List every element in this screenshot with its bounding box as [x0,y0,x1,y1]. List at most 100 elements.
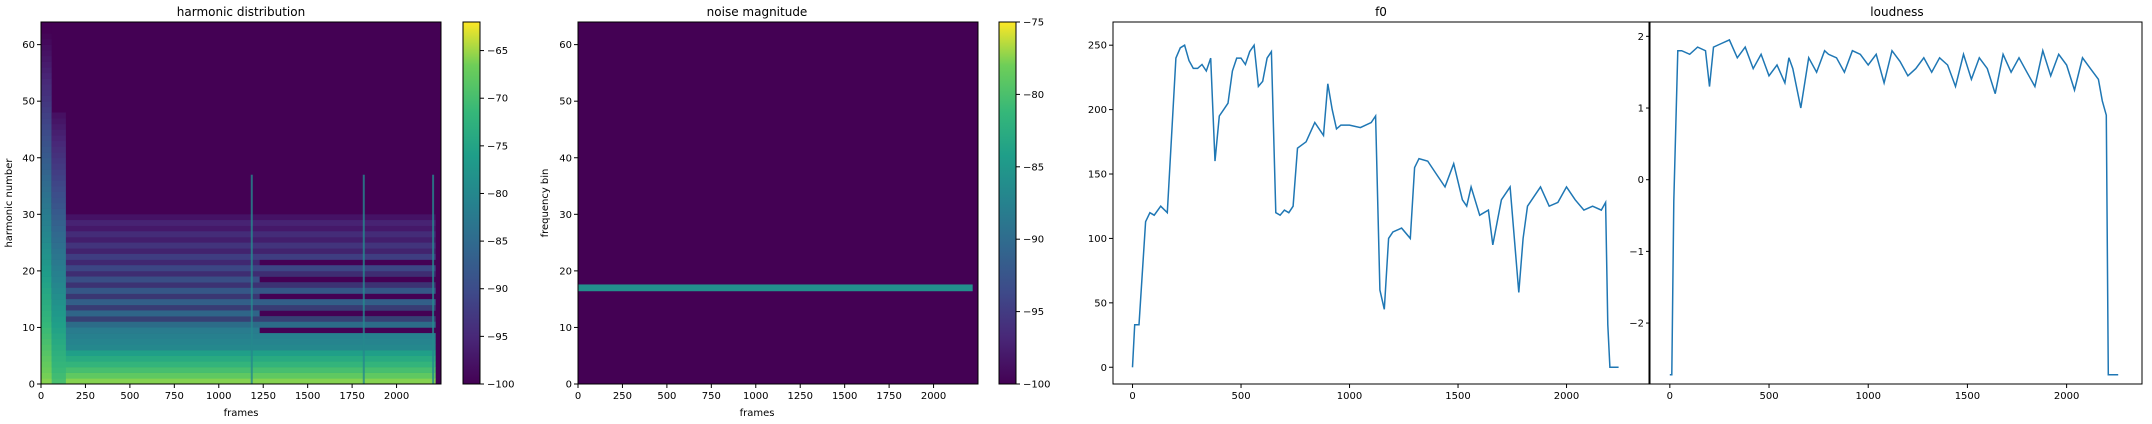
noise-y-axis-label: frequency bin [540,169,551,238]
harmonic-onset-cell [51,372,66,379]
loudness-x-ticks: 0 500 1000 1500 2000 [1667,384,2079,402]
loudness-y-tick-label: −2 [1629,319,1644,330]
noise-colorbar-tick-label: −75 [1023,18,1044,29]
harmonic-band-row [41,265,436,272]
harmonic-onset-cell [41,287,52,294]
harmonic-onset-cell [51,157,66,164]
harmonic-onset-cell [41,316,52,323]
harmonic-onset-cell [41,355,52,362]
noise-x-tick-label: 500 [657,391,676,402]
harmonic-band-row [41,372,436,379]
harmonic-band-row [41,344,436,351]
harmonic-onset-cell [41,225,52,232]
harmonic-onset-cell [51,327,66,334]
harmonic-onset-cell [41,276,52,283]
harmonic-colorbar [462,21,481,385]
harmonic-y-tick-label: 50 [22,97,35,108]
harmonic-onset-cell [51,361,66,368]
loudness-x-tick-label: 1500 [1955,391,1980,402]
noise-heatmap-bands [578,284,973,292]
harmonic-y-tick-label: 30 [22,210,35,221]
harmonic-colorbar-ticks: −100 −95 −90 −85 −80 −75 −70 −65 [480,46,514,391]
harmonic-y-tick-label: 60 [22,40,35,51]
harmonic-onset-cell [51,236,66,243]
f0-y-tick-label: 150 [1088,170,1107,181]
harmonic-onset-cell [51,276,66,283]
harmonic-onset-cell [51,338,66,345]
harmonic-onset-cell [51,152,66,159]
harmonic-onset-cell [41,367,52,373]
harmonic-x-tick-label: 1250 [250,391,275,402]
harmonic-onset-cell [51,140,66,147]
loudness-y-ticks: −2 −1 0 1 2 [1629,32,1650,330]
harmonic-y-tick-label: 40 [22,153,35,164]
harmonic-onset-cell [41,89,52,96]
harmonic-onset-cell [41,78,52,85]
noise-magnitude-panel: noise magnitude 0 250 500 750 1000 1250 1500 17… [540,5,1050,419]
loudness-title: loudness [1870,5,1923,19]
noise-heatmap-background [578,22,978,384]
harmonic-onset-cell [41,293,52,300]
harmonic-x-axis-label: frames [224,408,259,419]
harmonic-band-row [41,242,436,249]
noise-x-tick-label: 1000 [743,391,768,402]
harmonic-onset-cell [41,163,52,170]
harmonic-onset-cell [41,248,52,255]
harmonic-y-tick-label: 20 [22,266,35,277]
harmonic-onset-cell [51,169,66,176]
loudness-y-tick-label: 2 [1638,32,1644,43]
harmonic-band-row [41,304,436,311]
harmonic-onset-cell [51,180,66,187]
harmonic-onset-cell [51,242,66,249]
harmonic-band-row [41,367,436,373]
harmonic-x-tick-label: 500 [120,391,139,402]
harmonic-onset-cell [41,152,52,159]
harmonic-band-row [41,361,436,368]
harmonic-onset-cell [41,242,52,249]
harmonic-band-row [41,231,436,238]
harmonic-band-row [41,287,436,294]
harmonic-onset-cell [41,350,52,357]
f0-x-ticks: 0 500 1000 1500 2000 [1129,384,1579,402]
harmonic-onset-cell [51,259,66,266]
f0-axes-frame [1112,21,1650,385]
loudness-axes-box [1649,21,2143,385]
harmonic-band-row [41,293,260,300]
harmonic-onset-cell [41,44,52,51]
harmonic-distribution-title: harmonic distribution [177,5,305,19]
harmonic-band-row [41,333,436,340]
harmonic-onset-cell [41,186,52,192]
harmonic-onset-cell [51,282,66,289]
harmonic-colorbar-tick-label: −65 [487,46,508,57]
loudness-series-line [1669,38,2119,376]
noise-colorbar-tick-label: −85 [1023,162,1044,173]
loudness-y-tick-label: −1 [1629,247,1644,258]
harmonic-onset-cell [51,367,66,373]
harmonic-onset-cell [41,197,52,204]
harmonic-onset-cell [41,208,52,215]
harmonic-onset-cell [51,265,66,272]
harmonic-x-tick-label: 750 [165,391,184,402]
harmonic-onset-cell [51,129,66,136]
loudness-panel: loudness 0 500 1000 1500 2000 −2 −1 0 1 2 [1629,5,2143,402]
harmonic-onset-cell [41,84,52,91]
f0-x-tick-label: 1500 [1445,391,1470,402]
noise-x-tick-label: 1500 [832,391,857,402]
harmonic-onset-cell [51,253,66,260]
noise-y-ticks: 0 10 20 30 40 50 60 [559,40,578,391]
noise-y-tick-label: 50 [559,97,572,108]
harmonic-onset-cell [41,169,52,176]
harmonic-onset-cell [41,231,52,238]
noise-band [578,284,973,292]
harmonic-band-row [41,321,436,328]
harmonic-onset-cell [41,140,52,147]
harmonic-onset-cell [51,344,66,351]
noise-y-tick-label: 0 [566,380,572,391]
noise-colorbar-tick-label: −80 [1023,90,1044,101]
noise-x-tick-label: 1250 [787,391,812,402]
harmonic-colorbar-tick-label: −80 [487,189,508,200]
harmonic-band-row [41,327,260,334]
f0-y-tick-label: 50 [1094,298,1107,309]
noise-colorbar-ticks: −100 −95 −90 −85 −80 −75 [1016,18,1050,391]
f0-y-tick-label: 200 [1088,105,1107,116]
